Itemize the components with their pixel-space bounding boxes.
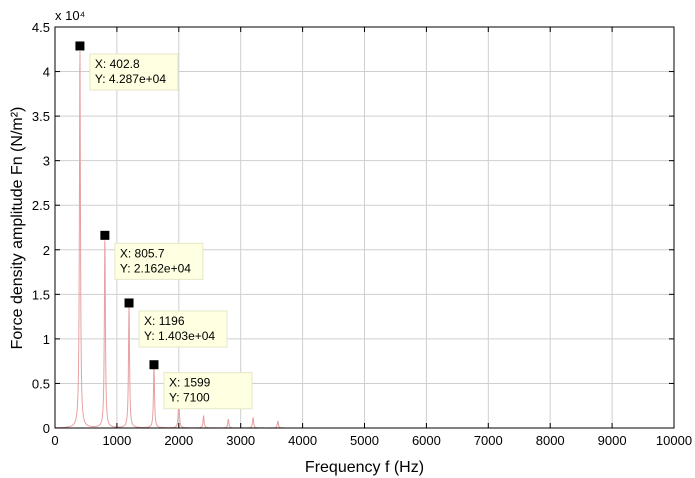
datatip-marker[interactable]	[75, 41, 85, 51]
datatip-box	[89, 53, 179, 91]
y-tick-label: 1	[43, 332, 50, 347]
x-tick-label: 2000	[164, 433, 193, 448]
y-tick-label: 3.5	[32, 109, 50, 124]
x-tick-label: 10000	[656, 433, 692, 448]
datatip-y-text: Y: 4.287e+04	[95, 72, 166, 86]
y-axis-label: Force density amplitude Fn (N/m²)	[9, 107, 26, 350]
y-exponent-label: x 10⁴	[55, 8, 85, 23]
datatip-x-text: X: 805.7	[120, 246, 165, 260]
datatip[interactable]: X: 402.8Y: 4.287e+04	[75, 41, 179, 91]
x-tick-label: 1000	[102, 433, 131, 448]
x-tick-label: 6000	[412, 433, 441, 448]
x-tick-label: 8000	[536, 433, 565, 448]
datatip-box	[114, 242, 204, 280]
y-tick-label: 4.5	[32, 20, 50, 35]
datatips: X: 402.8Y: 4.287e+04 X: 805.7Y: 2.162e+04…	[75, 41, 253, 410]
x-axis-label: Frequency f (Hz)	[305, 459, 424, 476]
y-tick-label: 3	[43, 154, 50, 169]
x-tick-label: 9000	[598, 433, 627, 448]
datatip[interactable]: X: 805.7Y: 2.162e+04	[100, 230, 204, 280]
y-tick-label: 4	[43, 65, 50, 80]
x-tick-label: 3000	[226, 433, 255, 448]
y-tick-label: 2	[43, 243, 50, 258]
axis-ticks: 0 1000 2000 3000 4000 5000 6000 7000 8000 9000 100…	[32, 20, 692, 448]
datatip-x-text: X: 402.8	[95, 57, 140, 71]
datatip-y-text: Y: 2.162e+04	[120, 261, 191, 275]
y-tick-label: 0.5	[32, 376, 50, 391]
datatip-box	[163, 372, 253, 410]
datatip-x-text: X: 1599	[169, 376, 211, 390]
datatip-y-text: Y: 1.403e+04	[144, 329, 215, 343]
grid	[55, 27, 674, 428]
y-tick-label: 0	[43, 421, 50, 436]
x-tick-label: 0	[51, 433, 58, 448]
y-tick-label: 1.5	[32, 287, 50, 302]
datatip-y-text: Y: 7100	[169, 391, 210, 405]
x-tick-label: 4000	[288, 433, 317, 448]
x-tick-label: 7000	[474, 433, 503, 448]
datatip-x-text: X: 1196	[144, 314, 185, 328]
y-tick-label: 2.5	[32, 198, 50, 213]
x-tick-label: 5000	[350, 433, 379, 448]
datatip-marker[interactable]	[100, 230, 110, 240]
datatip-box	[138, 310, 228, 348]
datatip-marker[interactable]	[149, 360, 159, 370]
datatip-marker[interactable]	[124, 298, 134, 308]
